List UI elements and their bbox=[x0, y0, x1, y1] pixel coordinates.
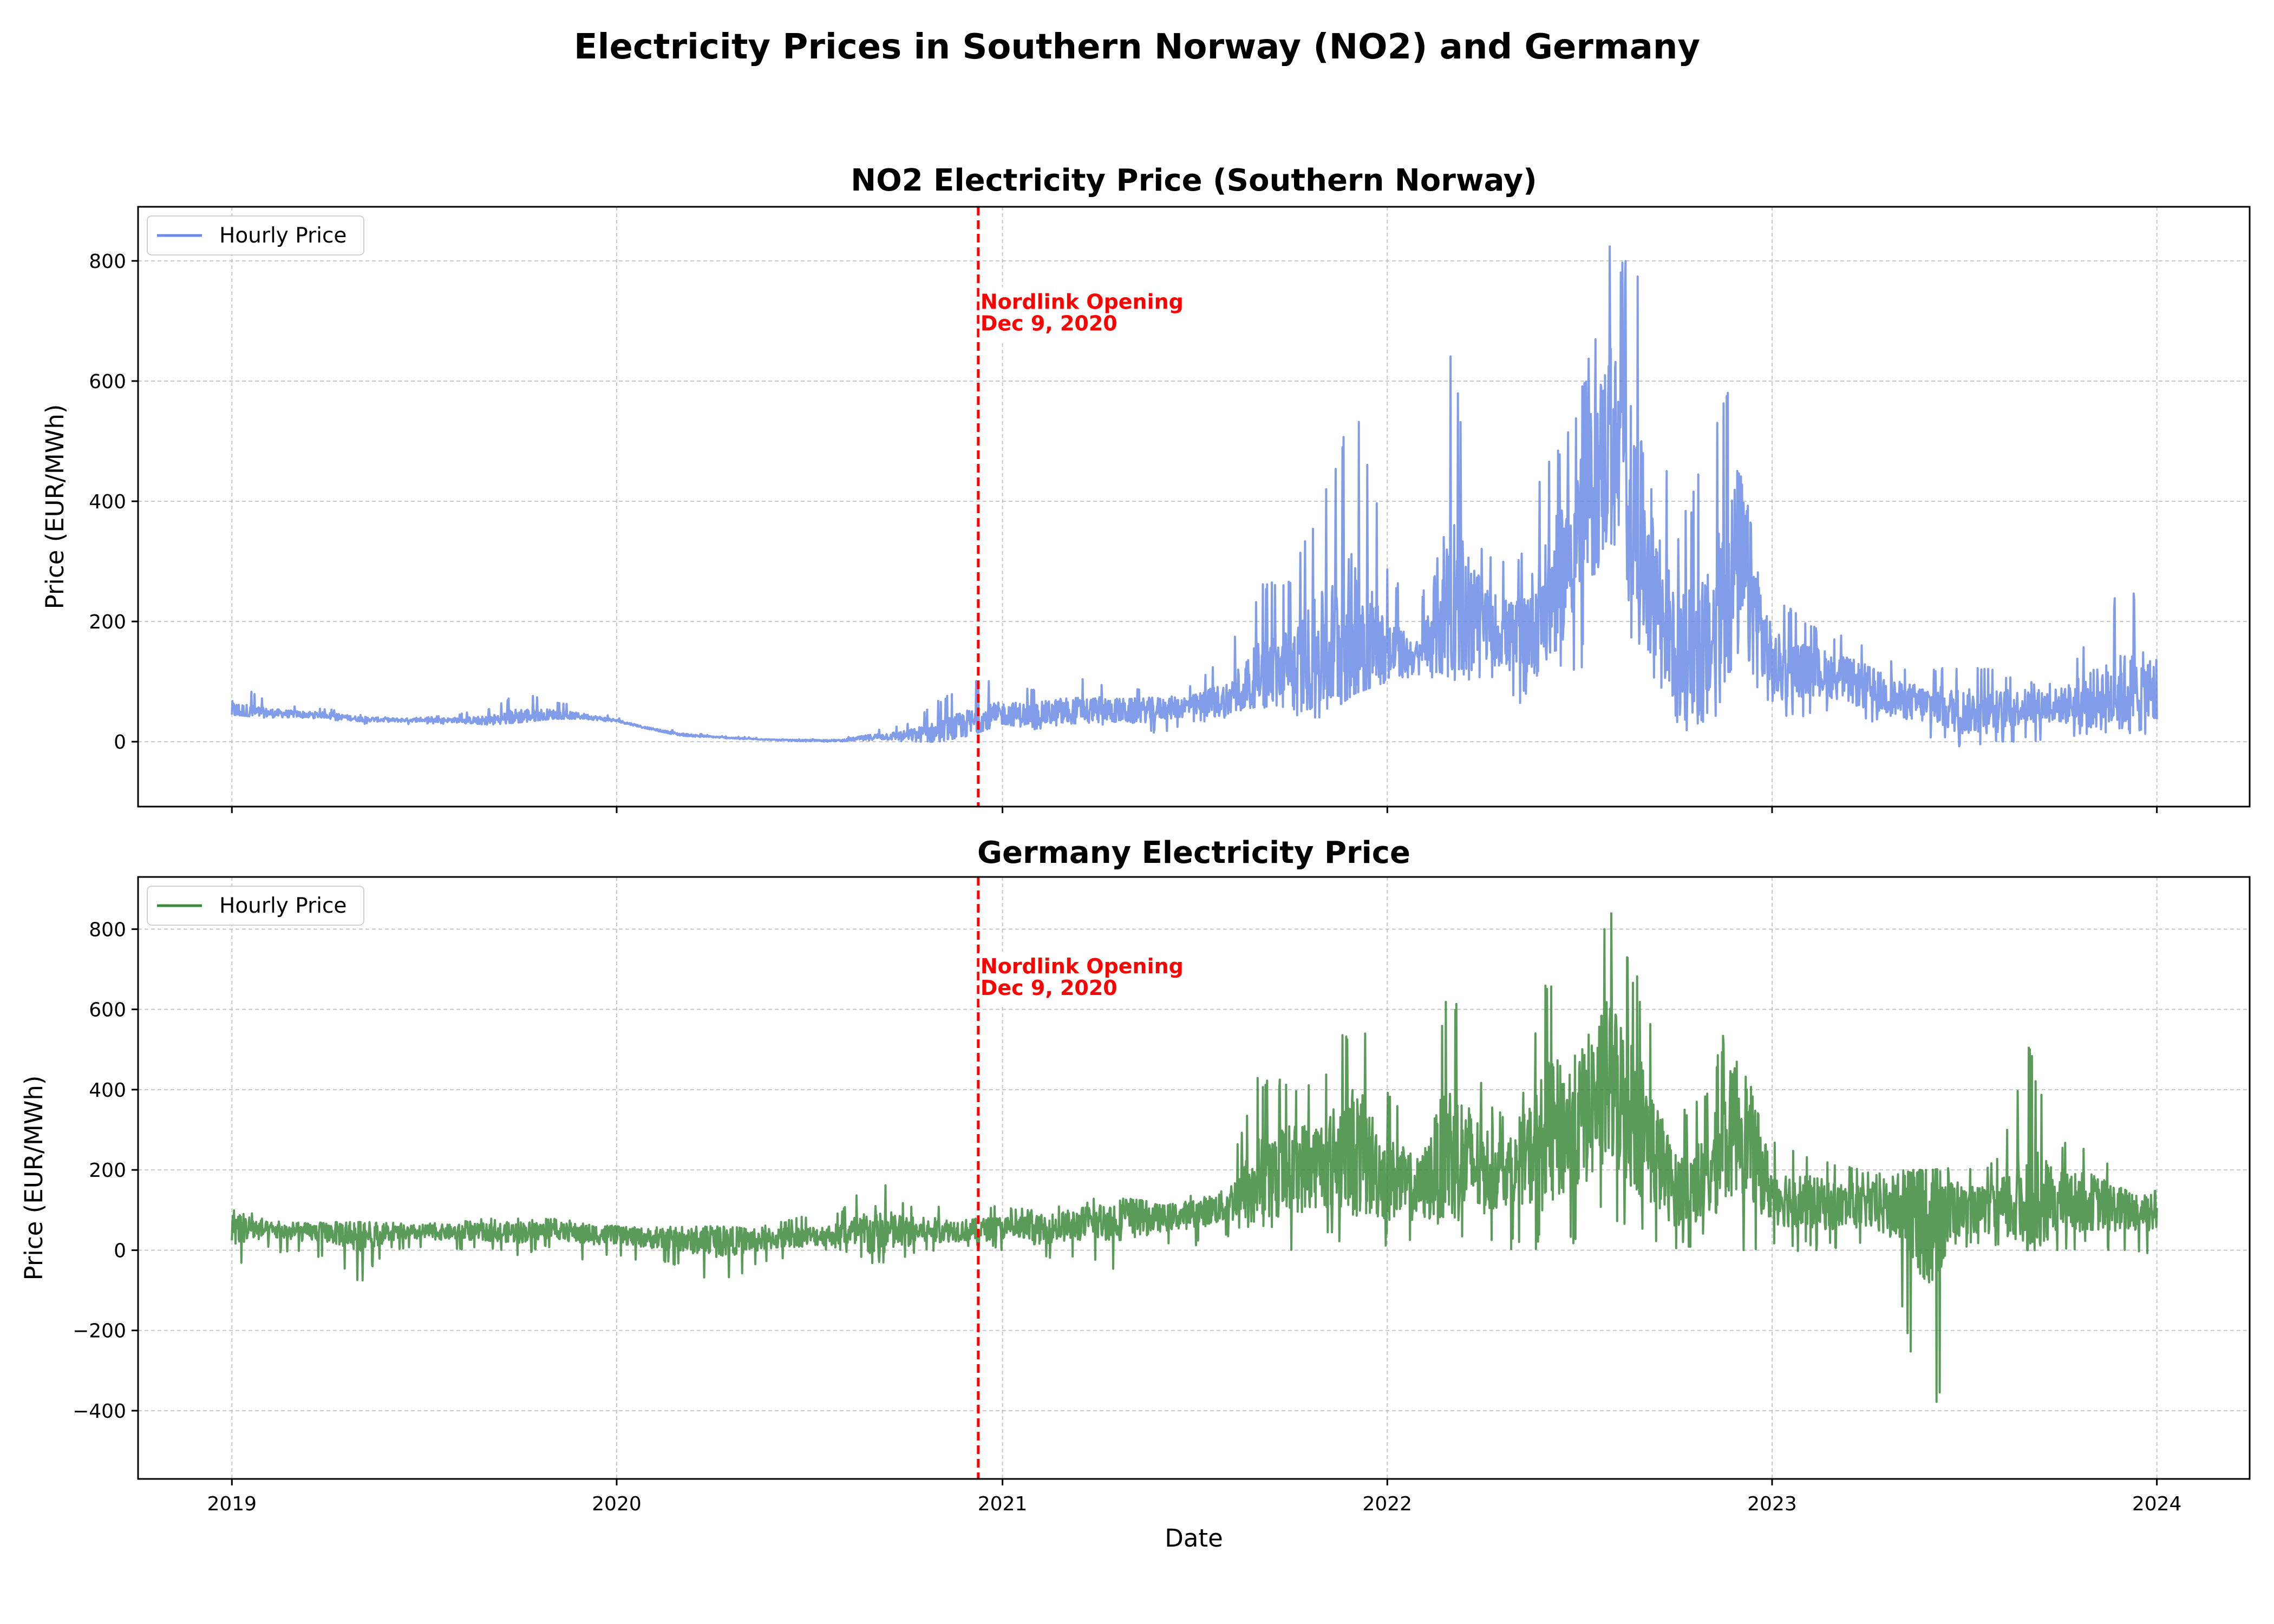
y-tick-label: −200 bbox=[73, 1320, 126, 1343]
figure-title: Electricity Prices in Southern Norway (N… bbox=[574, 27, 1700, 67]
y-axis-label: Price (EUR/MWh) bbox=[41, 404, 69, 610]
grid bbox=[138, 207, 2250, 807]
x-tick-label: 2022 bbox=[1362, 1493, 1412, 1515]
y-tick-label: 200 bbox=[89, 1160, 126, 1182]
x-tick-label: 2021 bbox=[978, 1493, 1028, 1515]
y-tick-label: 800 bbox=[89, 251, 126, 273]
axes-frame bbox=[137, 876, 2251, 1480]
y-tick-label: 400 bbox=[89, 1079, 126, 1102]
x-tick-label: 2023 bbox=[1747, 1493, 1797, 1515]
y-tick-label: 600 bbox=[89, 371, 126, 393]
x-tick-label: 2024 bbox=[2132, 1493, 2182, 1515]
nordlink-annotation: Nordlink Opening bbox=[981, 954, 1184, 978]
y-tick-label: 400 bbox=[89, 491, 126, 513]
y-tick-label: 800 bbox=[89, 919, 126, 941]
annotation-background bbox=[979, 951, 1207, 1006]
nordlink-annotation: Dec 9, 2020 bbox=[981, 312, 1118, 336]
annotation-background bbox=[979, 287, 1207, 342]
y-tick-label: 0 bbox=[114, 1240, 126, 1262]
legend-label: Hourly Price bbox=[219, 894, 347, 918]
y-axis-label: Price (EUR/MWh) bbox=[19, 1076, 48, 1281]
legend: Hourly Price bbox=[147, 215, 364, 256]
legend-box bbox=[147, 215, 364, 256]
no2-panel: NO2 Electricity Price (Southern Norway) N… bbox=[41, 163, 2251, 813]
axes-frame bbox=[137, 206, 2251, 808]
nordlink-annotation: Nordlink Opening bbox=[981, 290, 1184, 314]
y-tick-label: 600 bbox=[89, 999, 126, 1021]
x-tick-label: 2019 bbox=[207, 1493, 257, 1515]
y-tick-label: 200 bbox=[89, 611, 126, 633]
panel-title: Germany Electricity Price bbox=[977, 835, 1410, 870]
legend: Hourly Price bbox=[147, 886, 364, 926]
grid bbox=[138, 877, 2250, 1479]
x-tick-label: 2020 bbox=[592, 1493, 642, 1515]
legend-box bbox=[147, 886, 364, 926]
legend-label: Hourly Price bbox=[219, 224, 347, 248]
germany-panel: Germany Electricity Price Nordlink Openin… bbox=[19, 835, 2251, 1553]
price-series-line bbox=[231, 245, 2158, 748]
y-tick-label: 0 bbox=[114, 731, 126, 754]
price-series-line bbox=[231, 912, 2158, 1403]
nordlink-annotation: Dec 9, 2020 bbox=[981, 976, 1118, 1000]
panel-title: NO2 Electricity Price (Southern Norway) bbox=[851, 163, 1537, 198]
y-tick-label: −400 bbox=[73, 1400, 126, 1423]
x-axis-label: Date bbox=[1165, 1524, 1223, 1553]
